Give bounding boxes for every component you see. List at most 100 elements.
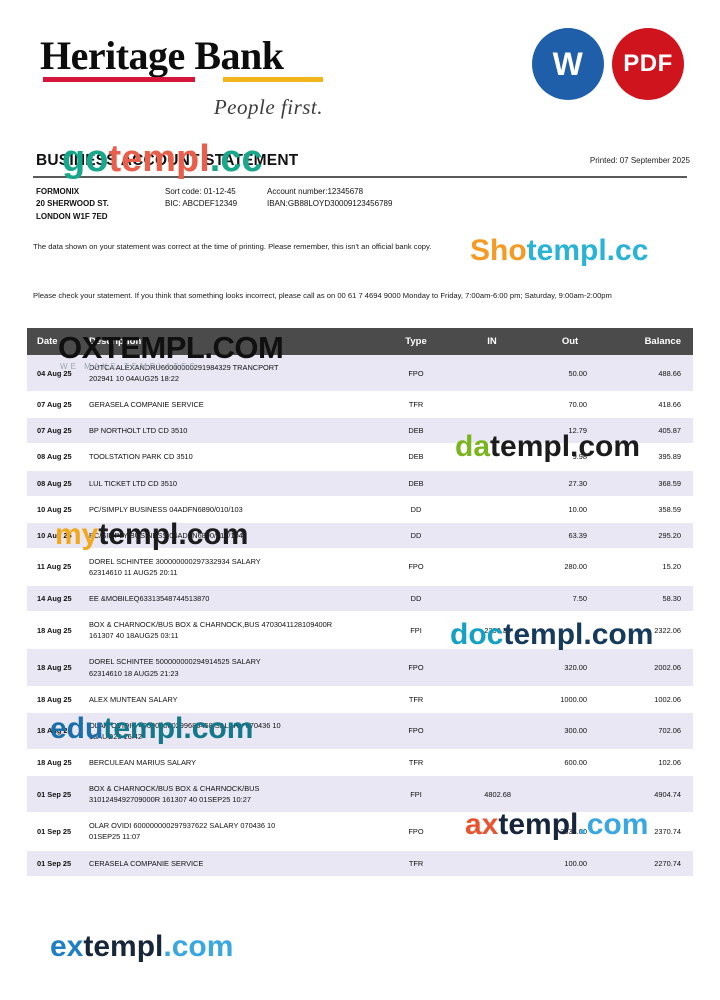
- bank-name-part1: Heritage: [40, 33, 185, 78]
- holder-name: FORMONIX: [36, 187, 80, 196]
- cell-in: [453, 712, 531, 750]
- cell-description: DOREL SCHINTEE 300000000297332934 SALARY…: [89, 548, 379, 587]
- header-description: Description: [89, 328, 379, 355]
- cell-in: 4802.68: [453, 775, 531, 814]
- logo-underline: [40, 77, 323, 83]
- watermark-extempl: extempl.com: [50, 930, 233, 964]
- cell-balance: 418.66: [609, 391, 693, 419]
- cell-type: TFR: [379, 686, 453, 713]
- cell-date: 01 Sep 25: [27, 850, 89, 877]
- holder-street: 20 SHERWOOD ST.: [36, 199, 109, 209]
- cell-description: CERASELA COMPANIE SERVICE: [89, 850, 379, 877]
- account-holder-address: FORMONIX 20 SHERWOOD ST. LONDON W1F 7ED: [36, 186, 109, 223]
- cell-date: 18 Aug 25: [27, 611, 89, 650]
- cell-description: DUTCA ALEXANDRU60000000291984329 TRANCPO…: [89, 355, 379, 393]
- cell-date: 08 Aug 25: [27, 443, 89, 471]
- cell-type: DEB: [379, 470, 453, 497]
- header-in: IN: [453, 328, 531, 355]
- cell-type: FPO: [379, 712, 453, 750]
- watermark-extempl-part1: ex: [50, 930, 84, 963]
- watermark-extempl-part2: templ: [83, 930, 164, 963]
- transactions-table: Date Description Type IN Out Balance 04 …: [27, 328, 693, 877]
- disclaimer-note: The data shown on your statement was cor…: [33, 242, 432, 251]
- cell-date: 07 Aug 25: [27, 417, 89, 445]
- cell-out: 27.30: [531, 470, 609, 497]
- cell-in: [453, 355, 531, 393]
- table-row: 18 Aug 25 BOX & CHARNOCK/BUS BOX & CHARNO…: [27, 611, 693, 650]
- cell-description: EE &MOBILEQ63313548744513870: [89, 585, 379, 613]
- cell-balance: 368.59: [609, 470, 693, 497]
- cell-in: [453, 585, 531, 613]
- cell-out: 2534.00: [531, 812, 609, 851]
- cell-type: TFR: [379, 749, 453, 777]
- cell-out: 280.00: [531, 548, 609, 587]
- cell-out: 300.00: [531, 712, 609, 750]
- holder-city: LONDON W1F 7ED: [36, 211, 108, 221]
- cell-description: PC/SIMPLY BUSINESS 04ADFN6890/010/104: [89, 522, 379, 549]
- table-row: 10 Aug 25 PC/SIMPLY BUSINESS 04ADFN6890/0…: [27, 522, 693, 549]
- table-row: 18 Aug 25 ALEX MUNTEAN SALARY TFR 1000.00 10…: [27, 686, 693, 713]
- cell-type: FPO: [379, 548, 453, 587]
- cell-out: 12.79: [531, 417, 609, 445]
- table-row: 04 Aug 25 DUTCA ALEXANDRU6000000029198432…: [27, 355, 693, 393]
- watermark-shotempl: Shotempl.cc: [470, 234, 648, 268]
- pdf-badge[interactable]: PDF: [612, 28, 684, 100]
- cell-description: OLAR OVIDI 600000000297937622 SALARY 070…: [89, 812, 379, 851]
- cell-description: DOREL SCHINTEE 500000000294914525 SALARY…: [89, 648, 379, 687]
- cell-out: 50.00: [531, 355, 609, 393]
- cell-description: BOX & CHARNOCK/BUS BOX & CHARNOCK,BUS 47…: [89, 611, 379, 650]
- cell-type: DD: [379, 522, 453, 549]
- cell-description: LUL TICKET LTD CD 3510: [89, 470, 379, 497]
- cell-in: [453, 548, 531, 587]
- cell-date: 10 Aug 25: [27, 496, 89, 523]
- cell-type: DD: [379, 496, 453, 523]
- cell-out: 9.98: [531, 443, 609, 471]
- table-row: 07 Aug 25 BP NORTHOLT LTD CD 3510 DEB 12.79…: [27, 417, 693, 445]
- cell-date: 18 Aug 25: [27, 712, 89, 750]
- cell-date: 07 Aug 25: [27, 391, 89, 419]
- cell-date: 10 Aug 25: [27, 522, 89, 549]
- cell-date: 08 Aug 25: [27, 470, 89, 497]
- cell-balance: 102.06: [609, 749, 693, 777]
- cell-date: 18 Aug 25: [27, 686, 89, 713]
- bic-code: BIC: ABCDEF12349: [165, 199, 238, 209]
- cell-description: OLAR OVIDIU 400000000299685458 SALARY 07…: [89, 712, 379, 750]
- cell-out: 70.00: [531, 391, 609, 419]
- header-type: Type: [379, 328, 453, 355]
- word-badge[interactable]: W: [532, 28, 604, 100]
- cell-date: 04 Aug 25: [27, 355, 89, 393]
- watermark-extempl-part3: .com: [163, 930, 234, 963]
- cell-date: 18 Aug 25: [27, 648, 89, 687]
- cell-balance: 15.20: [609, 548, 693, 587]
- cell-in: [453, 812, 531, 851]
- cell-date: 14 Aug 25: [27, 585, 89, 613]
- cell-type: FPO: [379, 648, 453, 687]
- cell-type: DEB: [379, 443, 453, 471]
- watermark-shotempl-part1: Sho: [470, 234, 527, 267]
- cell-balance: 488.66: [609, 355, 693, 393]
- cell-type: TFR: [379, 391, 453, 419]
- table-header-row: Date Description Type IN Out Balance: [27, 328, 693, 355]
- cell-in: [453, 470, 531, 497]
- cell-out: 600.00: [531, 749, 609, 777]
- table-row: 07 Aug 25 GERASELA COMPANIE SERVICE TFR 70.…: [27, 391, 693, 419]
- cell-balance: 2370.74: [609, 812, 693, 851]
- cell-out: 7.50: [531, 585, 609, 613]
- bank-tagline: People first.: [213, 95, 323, 119]
- cell-out: [531, 611, 609, 650]
- cell-in: [453, 522, 531, 549]
- cell-type: FPO: [379, 812, 453, 851]
- cell-in: [453, 648, 531, 687]
- cell-description: BP NORTHOLT LTD CD 3510: [89, 417, 379, 445]
- cell-type: DEB: [379, 417, 453, 445]
- cell-out: 63.39: [531, 522, 609, 549]
- table-row: 08 Aug 25 TOOLSTATION PARK CD 3510 DEB 9.98…: [27, 443, 693, 471]
- cell-type: FPI: [379, 775, 453, 814]
- table-row: 18 Aug 25 OLAR OVIDIU 400000000299685458 …: [27, 712, 693, 750]
- printed-date: Printed: 07 September 2025: [589, 156, 690, 165]
- page-title: BUSINESS ACCOUNT STATEMENT: [36, 152, 299, 169]
- cell-out: 1000.00: [531, 686, 609, 713]
- table-row: 08 Aug 25 LUL TICKET LTD CD 3510 DEB 27.30 3…: [27, 470, 693, 497]
- cell-in: [453, 417, 531, 445]
